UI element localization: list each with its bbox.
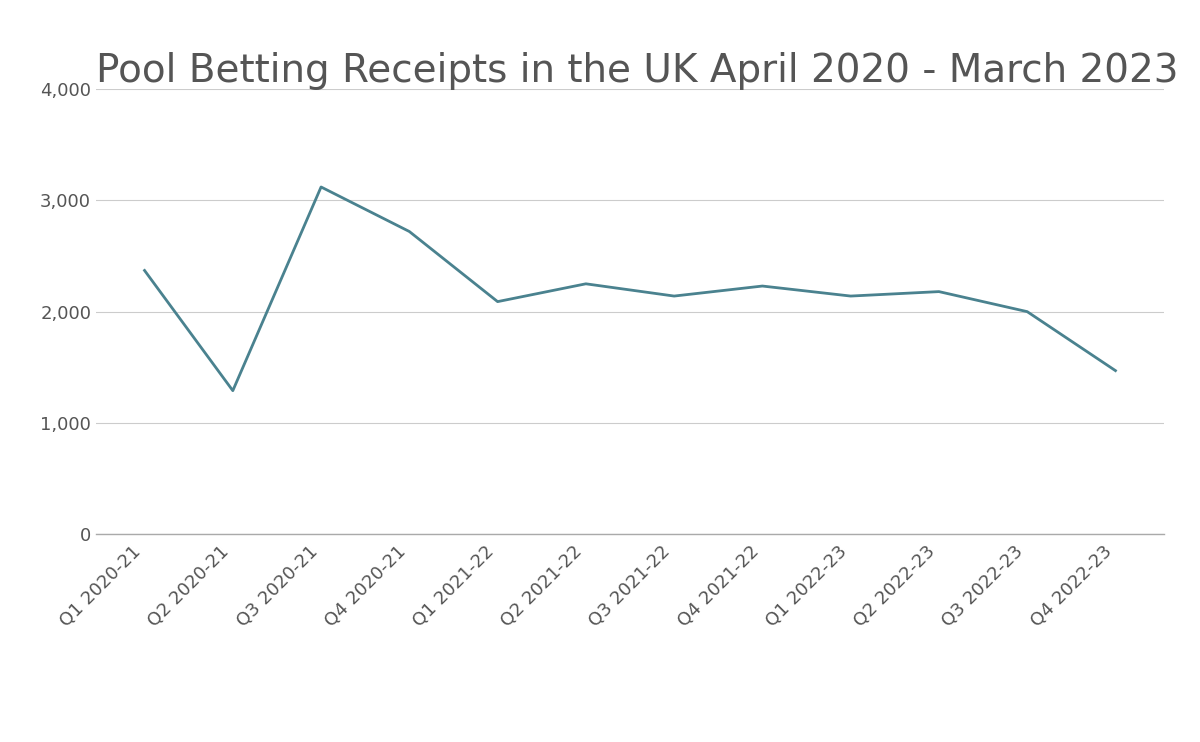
Text: Pool Betting Receipts in the UK April 2020 - March 2023: Pool Betting Receipts in the UK April 20…: [96, 52, 1178, 90]
